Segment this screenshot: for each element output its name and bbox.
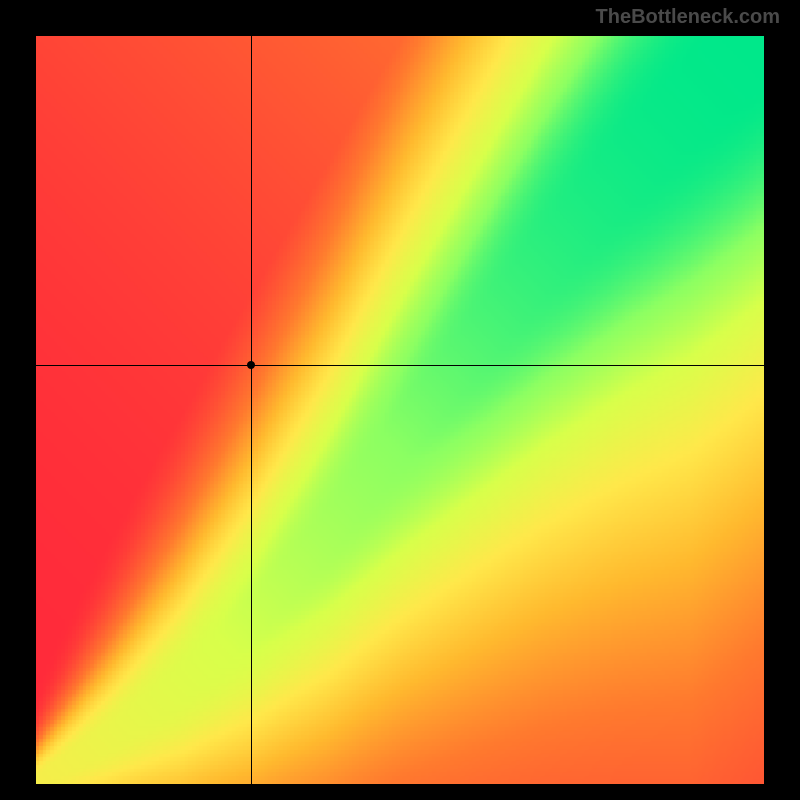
- heatmap-canvas: [36, 36, 764, 784]
- crosshair-vertical: [251, 36, 252, 784]
- crosshair-horizontal: [36, 365, 764, 366]
- bottleneck-heatmap: [36, 36, 764, 784]
- watermark-text: TheBottleneck.com: [596, 6, 780, 29]
- crosshair-marker: [247, 361, 255, 369]
